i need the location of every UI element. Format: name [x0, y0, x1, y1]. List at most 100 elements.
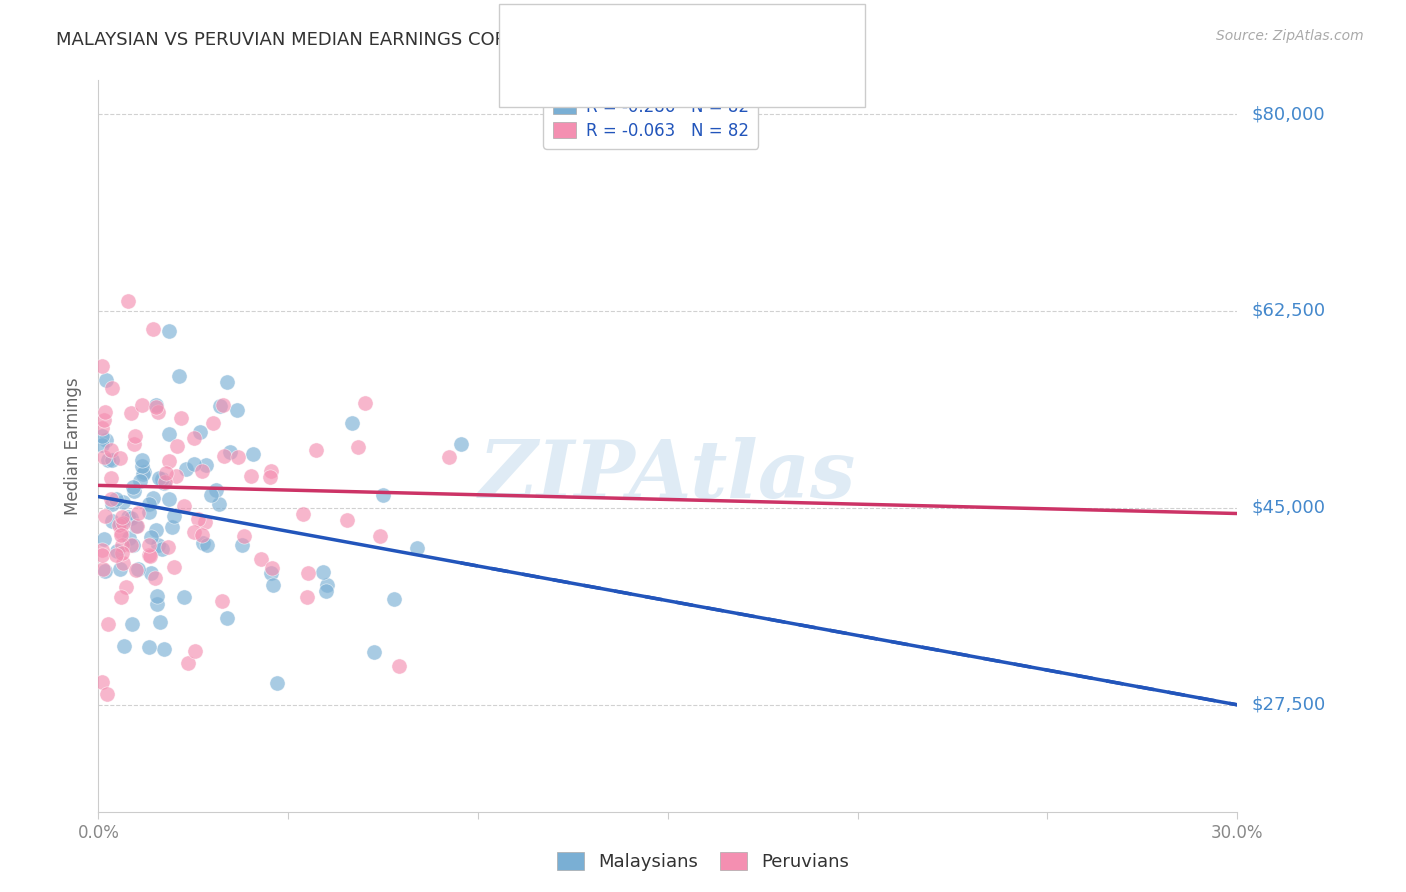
- Point: [347, 440, 370, 454]
- Point: [191, 528, 214, 542]
- Point: [153, 475, 176, 490]
- Point: [142, 491, 165, 505]
- Point: [197, 538, 219, 552]
- Point: [219, 445, 242, 459]
- Point: [111, 546, 134, 560]
- Point: [91, 421, 114, 435]
- Point: [208, 497, 231, 511]
- Point: [405, 541, 427, 555]
- Point: [315, 578, 337, 592]
- Point: [242, 447, 264, 461]
- Point: [122, 538, 145, 552]
- Point: [143, 571, 166, 585]
- Point: [96, 688, 118, 702]
- Point: [124, 518, 146, 533]
- Point: [121, 616, 143, 631]
- Text: $80,000: $80,000: [1251, 105, 1324, 123]
- Point: [94, 373, 117, 387]
- Point: [120, 538, 142, 552]
- Text: $62,500: $62,500: [1251, 302, 1326, 320]
- Text: Source: ZipAtlas.com: Source: ZipAtlas.com: [1216, 29, 1364, 43]
- Point: [91, 437, 114, 451]
- Point: [231, 538, 253, 552]
- Point: [105, 548, 128, 562]
- Point: [260, 464, 283, 478]
- Point: [295, 591, 318, 605]
- Point: [108, 450, 131, 465]
- Point: [184, 644, 207, 658]
- Point: [101, 381, 124, 395]
- Point: [157, 492, 180, 507]
- Point: [91, 429, 114, 443]
- Point: [183, 457, 205, 471]
- Point: [112, 639, 135, 653]
- Point: [183, 525, 205, 540]
- Point: [226, 402, 249, 417]
- Point: [111, 509, 134, 524]
- Point: [110, 591, 132, 605]
- Point: [260, 566, 283, 580]
- Point: [94, 564, 117, 578]
- Point: [146, 589, 169, 603]
- Point: [336, 513, 359, 527]
- Text: ZIPAtlas: ZIPAtlas: [479, 436, 856, 514]
- Point: [170, 411, 193, 425]
- Point: [93, 450, 115, 464]
- Point: [100, 471, 122, 485]
- Point: [131, 467, 153, 481]
- Point: [101, 496, 124, 510]
- Point: [259, 470, 281, 484]
- Point: [187, 512, 209, 526]
- Point: [124, 428, 146, 442]
- Point: [149, 615, 172, 629]
- Point: [437, 450, 460, 465]
- Point: [139, 530, 162, 544]
- Point: [138, 549, 160, 563]
- Point: [104, 491, 127, 506]
- Point: [145, 398, 167, 412]
- Point: [105, 544, 128, 558]
- Point: [138, 505, 160, 519]
- Point: [108, 562, 131, 576]
- Point: [157, 426, 180, 441]
- Point: [131, 459, 153, 474]
- Point: [262, 577, 284, 591]
- Point: [110, 517, 132, 532]
- Point: [100, 453, 122, 467]
- Point: [315, 584, 337, 599]
- Point: [354, 395, 377, 409]
- Point: [266, 676, 288, 690]
- Point: [138, 640, 160, 655]
- Point: [138, 497, 160, 511]
- Point: [93, 405, 115, 419]
- Point: [163, 559, 186, 574]
- Point: [215, 376, 238, 390]
- Point: [131, 453, 153, 467]
- Point: [138, 538, 160, 552]
- Point: [114, 580, 136, 594]
- Point: [91, 543, 114, 558]
- Y-axis label: Median Earnings: Median Earnings: [65, 377, 83, 515]
- Point: [111, 538, 134, 552]
- Point: [120, 406, 142, 420]
- Point: [202, 416, 225, 430]
- Point: [163, 509, 186, 524]
- Point: [94, 433, 117, 447]
- Point: [128, 474, 150, 488]
- Point: [127, 562, 149, 576]
- Point: [176, 656, 198, 670]
- Point: [110, 528, 132, 542]
- Point: [200, 488, 222, 502]
- Point: [157, 325, 180, 339]
- Point: [132, 465, 155, 479]
- Point: [342, 416, 364, 430]
- Point: [250, 552, 273, 566]
- Point: [120, 511, 142, 525]
- Point: [212, 399, 235, 413]
- Point: [127, 518, 149, 533]
- Point: [93, 413, 115, 427]
- Point: [148, 538, 170, 552]
- Point: [173, 499, 195, 513]
- Point: [204, 483, 226, 497]
- Point: [100, 492, 122, 507]
